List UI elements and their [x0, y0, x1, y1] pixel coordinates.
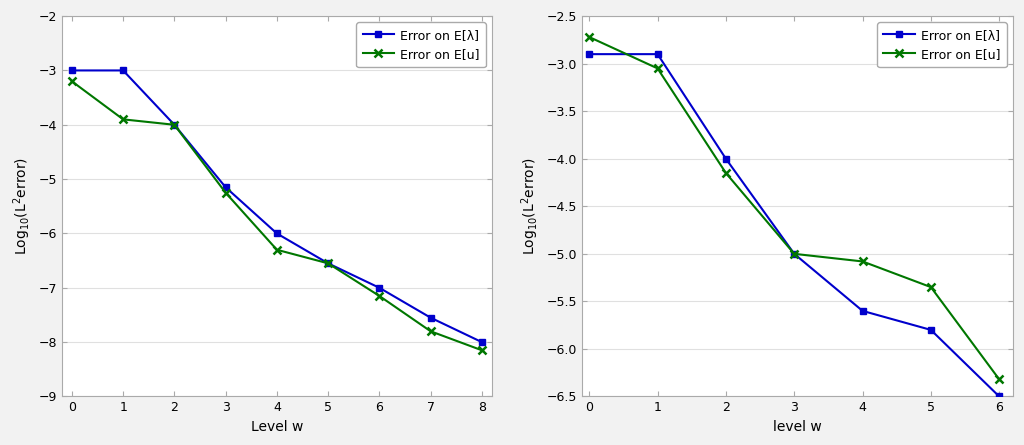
Error on E[u]	[373, 293, 385, 299]
Error on E[λ]	[219, 185, 231, 190]
Error on E[λ]	[651, 52, 664, 57]
Error on E[λ]	[856, 308, 868, 314]
Error on E[λ]	[322, 261, 334, 266]
Error on E[u]	[583, 34, 595, 40]
X-axis label: level w: level w	[773, 420, 822, 434]
Error on E[u]	[168, 122, 180, 127]
Line: Error on E[u]: Error on E[u]	[585, 33, 1004, 384]
Error on E[λ]	[117, 68, 129, 73]
Error on E[λ]	[373, 285, 385, 291]
Error on E[λ]	[270, 231, 283, 236]
Legend: Error on E[λ], Error on E[u]: Error on E[λ], Error on E[u]	[356, 22, 485, 67]
Error on E[λ]	[476, 340, 488, 345]
Error on E[u]	[322, 261, 334, 266]
Error on E[u]	[788, 251, 801, 256]
Error on E[λ]	[168, 122, 180, 127]
Error on E[u]	[66, 79, 78, 84]
Error on E[u]	[117, 117, 129, 122]
Error on E[λ]	[993, 394, 1006, 399]
Error on E[λ]	[583, 52, 595, 57]
Y-axis label: Log$_{10}$(L$^2$error): Log$_{10}$(L$^2$error)	[520, 157, 542, 255]
Line: Error on E[λ]: Error on E[λ]	[69, 67, 485, 346]
Error on E[λ]	[66, 68, 78, 73]
Error on E[u]	[993, 376, 1006, 382]
Error on E[λ]	[925, 327, 937, 332]
Error on E[u]	[651, 66, 664, 71]
Legend: Error on E[λ], Error on E[u]: Error on E[λ], Error on E[u]	[878, 22, 1007, 67]
Error on E[u]	[476, 348, 488, 353]
Y-axis label: Log$_{10}$(L$^2$error): Log$_{10}$(L$^2$error)	[11, 157, 33, 255]
X-axis label: Level w: Level w	[251, 420, 303, 434]
Error on E[u]	[720, 170, 732, 176]
Error on E[λ]	[788, 251, 801, 256]
Line: Error on E[λ]: Error on E[λ]	[586, 51, 1002, 400]
Error on E[u]	[425, 328, 437, 334]
Error on E[u]	[270, 247, 283, 252]
Error on E[λ]	[425, 315, 437, 320]
Error on E[u]	[219, 190, 231, 195]
Error on E[u]	[925, 284, 937, 290]
Line: Error on E[u]: Error on E[u]	[68, 77, 486, 355]
Error on E[λ]	[720, 156, 732, 162]
Error on E[u]	[856, 259, 868, 264]
